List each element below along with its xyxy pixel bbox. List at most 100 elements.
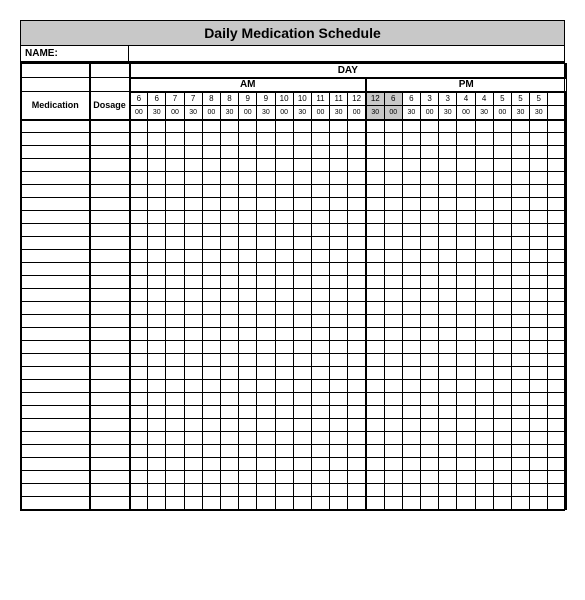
time-cell[interactable]	[166, 159, 184, 172]
time-cell[interactable]	[421, 172, 439, 185]
time-cell[interactable]	[402, 146, 420, 159]
time-cell[interactable]	[257, 380, 275, 393]
time-cell[interactable]	[130, 120, 148, 133]
time-cell[interactable]	[311, 315, 329, 328]
time-cell[interactable]	[384, 302, 402, 315]
time-cell[interactable]	[275, 367, 293, 380]
medication-cell[interactable]	[22, 302, 90, 315]
time-cell[interactable]	[348, 263, 366, 276]
time-cell[interactable]	[384, 380, 402, 393]
time-cell[interactable]	[166, 224, 184, 237]
time-cell[interactable]	[220, 315, 238, 328]
time-cell[interactable]	[293, 172, 311, 185]
time-cell[interactable]	[475, 458, 493, 471]
time-cell[interactable]	[311, 328, 329, 341]
time-cell[interactable]	[384, 445, 402, 458]
time-cell[interactable]	[311, 406, 329, 419]
time-cell[interactable]	[239, 458, 257, 471]
time-cell[interactable]	[148, 497, 166, 510]
time-cell[interactable]	[439, 276, 457, 289]
time-cell[interactable]	[184, 367, 202, 380]
time-cell[interactable]	[220, 263, 238, 276]
time-cell[interactable]	[275, 172, 293, 185]
time-cell[interactable]	[530, 393, 548, 406]
time-cell[interactable]	[475, 250, 493, 263]
time-cell[interactable]	[293, 471, 311, 484]
time-cell[interactable]	[293, 341, 311, 354]
time-cell[interactable]	[493, 172, 511, 185]
time-cell[interactable]	[511, 120, 529, 133]
time-cell[interactable]	[166, 250, 184, 263]
time-cell[interactable]	[457, 380, 475, 393]
time-cell[interactable]	[330, 471, 348, 484]
time-cell[interactable]	[475, 497, 493, 510]
time-cell[interactable]	[457, 172, 475, 185]
time-cell[interactable]	[402, 289, 420, 302]
time-cell[interactable]	[421, 120, 439, 133]
time-cell[interactable]	[421, 380, 439, 393]
time-cell[interactable]	[493, 159, 511, 172]
time-cell[interactable]	[366, 419, 384, 432]
time-cell[interactable]	[475, 185, 493, 198]
time-cell[interactable]	[348, 198, 366, 211]
time-cell[interactable]	[184, 406, 202, 419]
time-cell[interactable]	[530, 263, 548, 276]
time-cell[interactable]	[475, 419, 493, 432]
time-cell[interactable]	[475, 198, 493, 211]
time-cell[interactable]	[239, 367, 257, 380]
time-cell[interactable]	[184, 484, 202, 497]
time-cell[interactable]	[366, 237, 384, 250]
time-cell[interactable]	[366, 380, 384, 393]
time-cell[interactable]	[311, 354, 329, 367]
time-cell[interactable]	[457, 341, 475, 354]
time-cell[interactable]	[166, 393, 184, 406]
time-cell[interactable]	[530, 302, 548, 315]
time-cell[interactable]	[530, 146, 548, 159]
time-cell[interactable]	[275, 198, 293, 211]
time-cell[interactable]	[530, 406, 548, 419]
time-cell[interactable]	[548, 341, 566, 354]
time-cell[interactable]	[239, 419, 257, 432]
time-cell[interactable]	[184, 445, 202, 458]
time-cell[interactable]	[402, 250, 420, 263]
time-cell[interactable]	[220, 224, 238, 237]
time-cell[interactable]	[348, 211, 366, 224]
time-cell[interactable]	[239, 484, 257, 497]
dosage-cell[interactable]	[90, 276, 130, 289]
time-cell[interactable]	[493, 120, 511, 133]
time-cell[interactable]	[257, 497, 275, 510]
time-cell[interactable]	[239, 289, 257, 302]
time-cell[interactable]	[439, 471, 457, 484]
time-cell[interactable]	[366, 172, 384, 185]
time-cell[interactable]	[421, 315, 439, 328]
time-cell[interactable]	[257, 458, 275, 471]
time-cell[interactable]	[220, 211, 238, 224]
time-cell[interactable]	[166, 367, 184, 380]
time-cell[interactable]	[384, 172, 402, 185]
time-cell[interactable]	[457, 445, 475, 458]
time-cell[interactable]	[384, 315, 402, 328]
time-cell[interactable]	[330, 146, 348, 159]
time-cell[interactable]	[184, 133, 202, 146]
time-cell[interactable]	[439, 211, 457, 224]
time-cell[interactable]	[366, 393, 384, 406]
dosage-cell[interactable]	[90, 380, 130, 393]
dosage-cell[interactable]	[90, 185, 130, 198]
time-cell[interactable]	[439, 315, 457, 328]
time-cell[interactable]	[511, 393, 529, 406]
time-cell[interactable]	[439, 484, 457, 497]
medication-cell[interactable]	[22, 419, 90, 432]
time-cell[interactable]	[330, 276, 348, 289]
time-cell[interactable]	[275, 497, 293, 510]
dosage-cell[interactable]	[90, 120, 130, 133]
time-cell[interactable]	[311, 367, 329, 380]
dosage-cell[interactable]	[90, 146, 130, 159]
time-cell[interactable]	[439, 380, 457, 393]
time-cell[interactable]	[511, 224, 529, 237]
time-cell[interactable]	[311, 159, 329, 172]
time-cell[interactable]	[366, 406, 384, 419]
time-cell[interactable]	[475, 393, 493, 406]
medication-cell[interactable]	[22, 354, 90, 367]
time-cell[interactable]	[530, 224, 548, 237]
time-cell[interactable]	[493, 393, 511, 406]
